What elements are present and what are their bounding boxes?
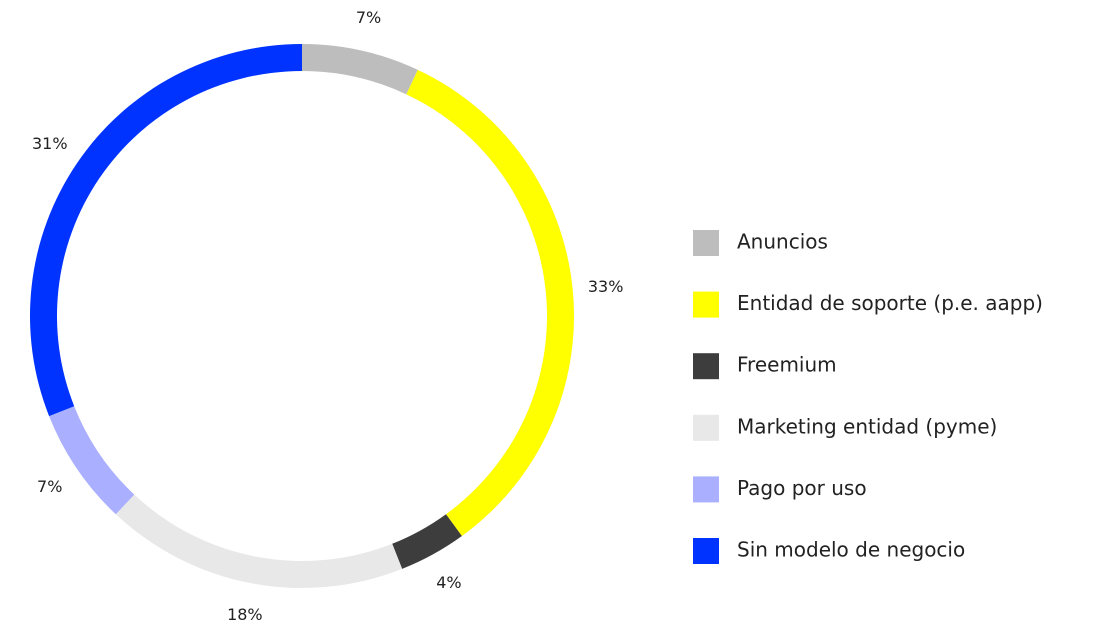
value-label: 31% [32,134,68,153]
legend-swatch [693,230,719,256]
legend-swatch [693,414,719,441]
slice [49,406,135,515]
legend-label: Anuncios [737,230,828,254]
legend-label: Marketing entidad (pyme) [737,414,997,438]
slice [30,44,303,417]
slice [115,494,403,589]
legend-swatch [693,538,719,564]
value-label: 4% [436,573,461,592]
legend-label: Freemium [737,353,837,377]
legend-label: Pago por uso [737,476,867,500]
legend-label: Sin modelo de negocio [737,538,965,562]
slice [406,69,574,537]
legend-swatch [693,291,719,318]
value-label: 7% [37,477,62,496]
value-label: 7% [356,8,381,27]
legend-swatch [693,353,719,380]
slice [302,44,418,95]
value-label: 33% [588,277,624,296]
legend-label: Entidad de soporte (p.e. aapp) [737,291,1043,315]
slice [392,514,462,569]
value-label: 18% [227,605,263,622]
legend-swatch [693,476,719,503]
